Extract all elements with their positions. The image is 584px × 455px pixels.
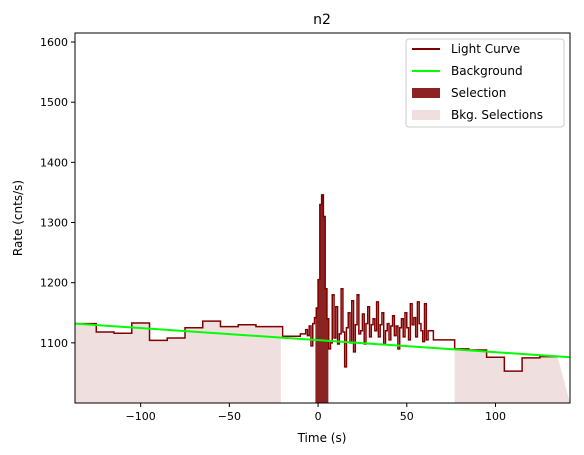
x-axis-label: Time (s) bbox=[297, 431, 347, 445]
y-axis-label: Rate (cnts/s) bbox=[11, 180, 25, 256]
legend: Light Curve Background Selection Bkg. Selec… bbox=[405, 38, 565, 128]
chart-title: n2 bbox=[313, 12, 331, 28]
legend-label-1: Background bbox=[451, 64, 523, 78]
plot-area bbox=[75, 194, 570, 403]
x-tick-label: −100 bbox=[126, 410, 156, 423]
legend-swatch-3 bbox=[412, 110, 440, 120]
x-axis: −100 −50 0 50 100 bbox=[126, 403, 506, 423]
legend-swatch-2 bbox=[412, 88, 440, 98]
background-line bbox=[75, 322, 570, 359]
legend-label-3: Bkg. Selections bbox=[451, 108, 543, 122]
y-tick-label: 1400 bbox=[40, 156, 68, 169]
light-curve-line bbox=[75, 194, 558, 372]
bkg-selection-region-1 bbox=[454, 348, 570, 403]
y-tick-label: 1300 bbox=[40, 217, 68, 230]
plot-frame bbox=[74, 32, 571, 404]
y-axis: 1100 1200 1300 1400 1500 1600 bbox=[40, 36, 75, 350]
x-tick-label: 100 bbox=[485, 410, 506, 423]
x-tick-label: −50 bbox=[218, 410, 241, 423]
legend-label-2: Selection bbox=[451, 86, 506, 100]
y-tick-label: 1500 bbox=[40, 96, 68, 109]
bkg-selection-region-0 bbox=[75, 321, 281, 403]
legend-box bbox=[405, 38, 565, 128]
legend-label-0: Light Curve bbox=[451, 42, 520, 56]
y-tick-label: 1100 bbox=[40, 337, 68, 350]
x-tick-label: 0 bbox=[315, 410, 322, 423]
x-tick-label: 50 bbox=[400, 410, 414, 423]
y-tick-label: 1600 bbox=[40, 36, 68, 49]
y-tick-label: 1200 bbox=[40, 277, 68, 290]
